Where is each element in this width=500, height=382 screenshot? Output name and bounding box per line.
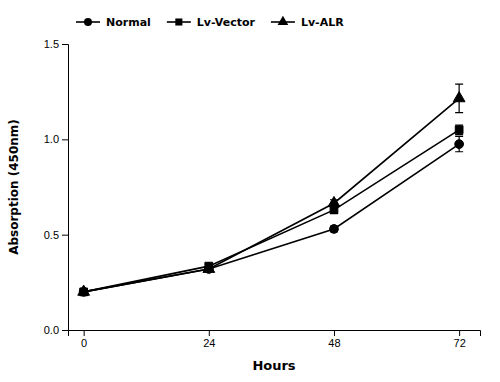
y-tick-label: 0.5 bbox=[44, 229, 59, 241]
legend-label: Lv-ALR bbox=[301, 16, 344, 29]
y-axis: 0.0 0.5 1.0 1.5 bbox=[44, 38, 69, 336]
y-tick-label: 1.0 bbox=[44, 133, 59, 145]
y-tick-label: 1.5 bbox=[44, 38, 59, 50]
legend: Normal Lv-Vector Lv-ALR bbox=[76, 16, 344, 29]
x-tick-label: 0 bbox=[81, 337, 87, 349]
legend-label: Normal bbox=[106, 16, 151, 29]
y-tick: 0.5 bbox=[44, 229, 68, 241]
point bbox=[203, 262, 215, 272]
plot: 0 24 48 72 0.0 0.5 1.0 1.5 bbox=[44, 38, 481, 349]
error-bar bbox=[330, 206, 338, 213]
point bbox=[330, 225, 339, 234]
series bbox=[80, 125, 463, 296]
x-tick-mark bbox=[209, 330, 210, 336]
x-tick-label: 72 bbox=[454, 337, 466, 349]
legend-item: Lv-Vector bbox=[167, 16, 256, 29]
y-tick-mark bbox=[62, 235, 68, 236]
x-tick: 0 bbox=[81, 330, 87, 349]
y-tick: 1.0 bbox=[44, 133, 68, 145]
point bbox=[453, 92, 465, 102]
x-tick-label: 48 bbox=[328, 337, 340, 349]
y-tick-mark bbox=[62, 139, 68, 140]
error-bar bbox=[455, 125, 463, 135]
x-tick: 24 bbox=[203, 330, 215, 349]
legend-item: Normal bbox=[76, 16, 151, 29]
legend-label: Lv-Vector bbox=[197, 16, 256, 29]
series bbox=[79, 136, 463, 296]
x-tick-mark bbox=[84, 330, 85, 336]
x-tick-label: 24 bbox=[203, 337, 215, 349]
legend-symbol bbox=[278, 16, 289, 25]
y-tick-mark bbox=[62, 330, 68, 331]
point bbox=[455, 140, 464, 149]
legend-symbol bbox=[175, 18, 182, 25]
marks bbox=[78, 84, 465, 296]
legend-symbol bbox=[84, 18, 92, 26]
y-tick: 0.0 bbox=[44, 324, 68, 336]
y-tick-mark bbox=[62, 44, 68, 45]
x-axis-line bbox=[69, 331, 481, 337]
error-bar bbox=[455, 136, 463, 151]
x-axis-title: Hours bbox=[252, 358, 295, 373]
point bbox=[78, 285, 90, 295]
y-axis-line bbox=[62, 45, 69, 331]
series-line bbox=[84, 130, 459, 292]
series bbox=[78, 84, 465, 295]
x-tick: 48 bbox=[328, 330, 340, 349]
x-axis: 0 24 48 72 bbox=[69, 330, 481, 349]
series-line bbox=[84, 98, 459, 292]
x-tick-mark bbox=[459, 330, 460, 336]
point bbox=[455, 126, 463, 134]
legend-item: Lv-ALR bbox=[271, 16, 344, 29]
point bbox=[328, 196, 340, 206]
y-axis-title: Absorption (450nm) bbox=[7, 119, 21, 255]
y-tick-label: 0.0 bbox=[44, 324, 59, 336]
x-tick: 72 bbox=[454, 330, 466, 349]
chart: 0 24 48 72 0.0 0.5 1.0 1.5 Hours Absorption (450n… bbox=[0, 0, 500, 382]
y-tick: 1.5 bbox=[44, 38, 68, 50]
x-tick-mark bbox=[334, 330, 335, 336]
